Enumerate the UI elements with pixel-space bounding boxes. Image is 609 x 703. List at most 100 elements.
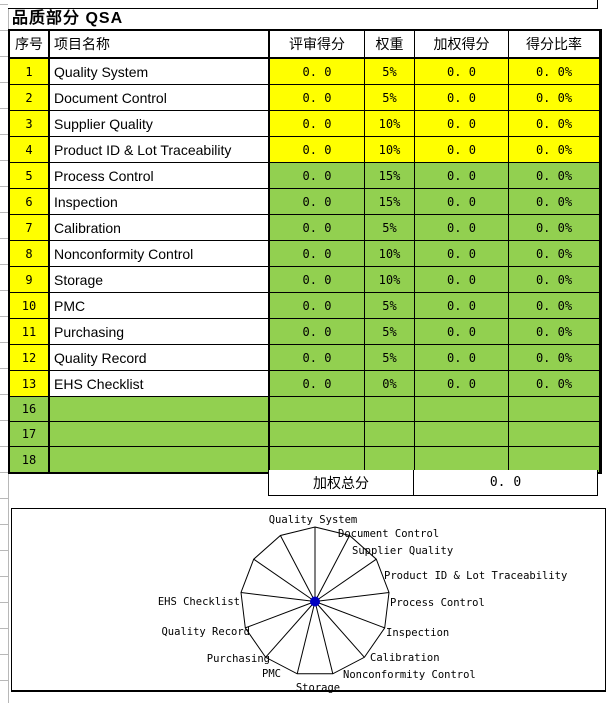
ratio-cell[interactable]: 0. 0% (509, 267, 600, 293)
item-name-cell[interactable] (50, 447, 270, 472)
weighted-score-cell[interactable]: 0. 0 (415, 111, 509, 137)
ratio-cell[interactable] (509, 422, 600, 447)
ratio-cell[interactable]: 0. 0% (509, 163, 600, 189)
weighted-score-cell[interactable]: 0. 0 (415, 215, 509, 241)
ratio-cell[interactable]: 0. 0% (509, 189, 600, 215)
weighted-score-cell[interactable]: 0. 0 (415, 345, 509, 371)
weight-cell[interactable]: 5% (365, 215, 415, 241)
item-name-cell[interactable]: Purchasing (50, 319, 270, 345)
weighted-score-cell[interactable]: 0. 0 (415, 371, 509, 397)
row-number-cell[interactable]: 3 (10, 111, 50, 137)
ratio-cell[interactable] (509, 397, 600, 422)
row-number-cell[interactable]: 8 (10, 241, 50, 267)
ratio-cell[interactable]: 0. 0% (509, 371, 600, 397)
review-score-cell[interactable]: 0. 0 (270, 111, 365, 137)
item-name-cell[interactable]: Process Control (50, 163, 270, 189)
weighted-score-cell[interactable]: 0. 0 (415, 85, 509, 111)
weighted-total-value[interactable]: 0. 0 (489, 475, 522, 490)
weight-cell[interactable]: 5% (365, 85, 415, 111)
sheet-top-cell-border (8, 0, 598, 9)
weight-cell[interactable]: 0% (365, 371, 415, 397)
weight-cell[interactable]: 10% (365, 267, 415, 293)
item-name-cell[interactable]: Product ID & Lot Traceability (50, 137, 270, 163)
weighted-score-cell[interactable]: 0. 0 (415, 163, 509, 189)
review-score-cell[interactable]: 0. 0 (270, 85, 365, 111)
weighted-score-cell[interactable]: 0. 0 (415, 267, 509, 293)
ratio-cell[interactable]: 0. 0% (509, 137, 600, 163)
weighted-score-cell[interactable]: 0. 0 (415, 189, 509, 215)
item-name-cell[interactable]: Supplier Quality (50, 111, 270, 137)
row-number-cell[interactable]: 11 (10, 319, 50, 345)
weight-cell[interactable] (365, 397, 415, 422)
review-score-cell[interactable] (270, 422, 365, 447)
item-name-cell[interactable]: Nonconformity Control (50, 241, 270, 267)
weight-cell[interactable]: 10% (365, 111, 415, 137)
review-score-cell[interactable] (270, 447, 365, 472)
item-name-cell[interactable]: Storage (50, 267, 270, 293)
review-score-cell[interactable]: 0. 0 (270, 59, 365, 85)
row-number-cell[interactable]: 12 (10, 345, 50, 371)
row-number-cell[interactable]: 10 (10, 293, 50, 319)
review-score-cell[interactable]: 0. 0 (270, 267, 365, 293)
item-name-cell[interactable]: Calibration (50, 215, 270, 241)
row-number-cell[interactable]: 18 (10, 447, 50, 472)
review-score-cell[interactable]: 0. 0 (270, 137, 365, 163)
item-name-cell[interactable]: PMC (50, 293, 270, 319)
item-name-cell[interactable]: Quality System (50, 59, 270, 85)
review-score-cell[interactable]: 0. 0 (270, 345, 365, 371)
item-name-cell[interactable] (50, 422, 270, 447)
weighted-score-cell[interactable]: 0. 0 (415, 59, 509, 85)
weighted-score-cell[interactable] (415, 422, 509, 447)
review-score-cell[interactable]: 0. 0 (270, 319, 365, 345)
row-number-cell[interactable]: 1 (10, 59, 50, 85)
weighted-score-cell[interactable] (415, 447, 509, 472)
row-number-cell[interactable]: 13 (10, 371, 50, 397)
column-header-weighted-score: 加权得分 (415, 31, 509, 59)
weighted-score-cell[interactable]: 0. 0 (415, 319, 509, 345)
row-number-cell[interactable]: 7 (10, 215, 50, 241)
review-score-cell[interactable]: 0. 0 (270, 163, 365, 189)
ratio-cell[interactable]: 0. 0% (509, 111, 600, 137)
review-score-cell[interactable]: 0. 0 (270, 293, 365, 319)
ratio-cell[interactable] (509, 447, 600, 472)
review-score-cell[interactable]: 0. 0 (270, 189, 365, 215)
item-name-cell[interactable] (50, 397, 270, 422)
ratio-cell[interactable]: 0. 0% (509, 241, 600, 267)
ratio-cell[interactable]: 0. 0% (509, 319, 600, 345)
row-number-cell[interactable]: 4 (10, 137, 50, 163)
weighted-score-cell[interactable]: 0. 0 (415, 137, 509, 163)
row-number-cell[interactable]: 17 (10, 422, 50, 447)
item-name-cell[interactable]: EHS Checklist (50, 371, 270, 397)
row-number-cell[interactable]: 9 (10, 267, 50, 293)
weight-cell[interactable]: 5% (365, 319, 415, 345)
weight-cell[interactable]: 10% (365, 137, 415, 163)
weight-cell[interactable]: 5% (365, 59, 415, 85)
ratio-cell[interactable]: 0. 0% (509, 345, 600, 371)
row-number-cell[interactable]: 6 (10, 189, 50, 215)
review-score-cell[interactable]: 0. 0 (270, 215, 365, 241)
row-number-cell[interactable]: 16 (10, 397, 50, 422)
row-number-cell[interactable]: 5 (10, 163, 50, 189)
ratio-cell[interactable]: 0. 0% (509, 59, 600, 85)
ratio-cell[interactable]: 0. 0% (509, 293, 600, 319)
weight-cell[interactable]: 15% (365, 189, 415, 215)
weight-cell[interactable]: 15% (365, 163, 415, 189)
weighted-score-cell[interactable]: 0. 0 (415, 241, 509, 267)
weight-cell[interactable]: 5% (365, 293, 415, 319)
review-score-cell[interactable] (270, 397, 365, 422)
weighted-score-cell[interactable] (415, 397, 509, 422)
review-score-cell[interactable]: 0. 0 (270, 241, 365, 267)
ratio-cell[interactable]: 0. 0% (509, 215, 600, 241)
item-name-cell[interactable]: Inspection (50, 189, 270, 215)
column-header-score-ratio: 得分比率 (509, 31, 600, 59)
weighted-score-cell[interactable]: 0. 0 (415, 293, 509, 319)
weight-cell[interactable] (365, 422, 415, 447)
weight-cell[interactable] (365, 447, 415, 472)
item-name-cell[interactable]: Document Control (50, 85, 270, 111)
weight-cell[interactable]: 10% (365, 241, 415, 267)
ratio-cell[interactable]: 0. 0% (509, 85, 600, 111)
review-score-cell[interactable]: 0. 0 (270, 371, 365, 397)
row-number-cell[interactable]: 2 (10, 85, 50, 111)
item-name-cell[interactable]: Quality Record (50, 345, 270, 371)
weight-cell[interactable]: 5% (365, 345, 415, 371)
